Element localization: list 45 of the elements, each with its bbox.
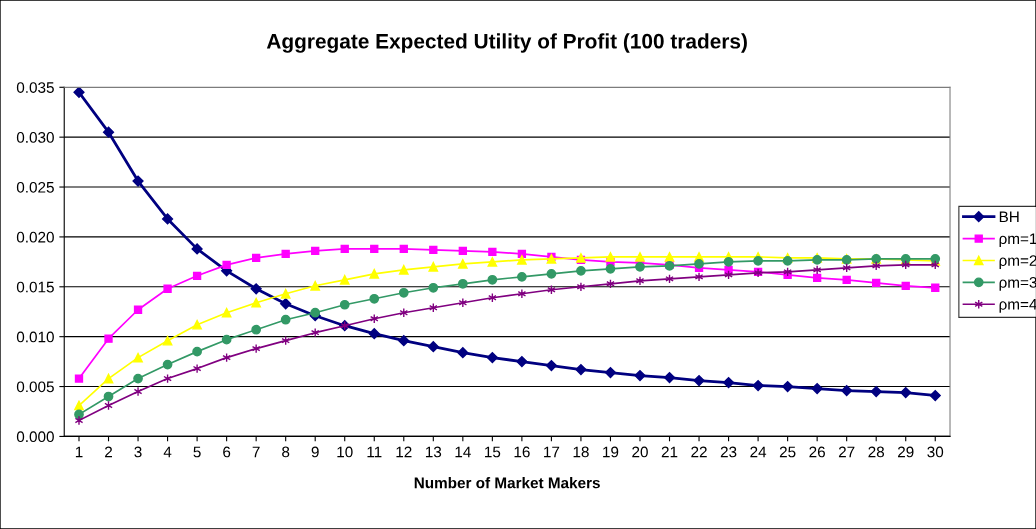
chart-title: Aggregate Expected Utility of Profit (100 traders) <box>266 33 747 53</box>
x-tick-label: 28 <box>868 446 885 458</box>
y-tick-label: 0.030 <box>16 132 54 143</box>
legend-label: ρm=4 <box>999 299 1036 313</box>
x-tick-label: 15 <box>485 446 501 458</box>
x-tick-label: 2 <box>105 446 112 458</box>
x-tick-label: 14 <box>455 446 471 458</box>
y-tick-label: 0.005 <box>16 381 54 393</box>
x-tick-label: 12 <box>396 446 412 458</box>
x-tick-label: 26 <box>809 446 825 458</box>
x-tick-label: 13 <box>425 446 442 458</box>
x-tick-label: 3 <box>134 446 142 458</box>
x-tick-label: 19 <box>603 446 619 458</box>
x-tick-label: 25 <box>779 446 796 458</box>
x-tick-label: 30 <box>927 446 944 458</box>
y-tick-label: 0.025 <box>16 181 54 193</box>
legend-label: BH <box>999 211 1019 223</box>
x-tick-label: 18 <box>573 446 589 458</box>
y-tick-label: 0.020 <box>16 231 54 243</box>
y-tick-label: 0.035 <box>16 82 54 93</box>
x-tick-label: 4 <box>163 446 172 458</box>
x-tick-label: 10 <box>337 446 353 458</box>
x-tick-label: 22 <box>691 446 707 458</box>
x-tick-label: 16 <box>514 446 530 458</box>
legend-label: ρm=1 <box>999 233 1036 248</box>
x-tick-label: 8 <box>282 446 290 458</box>
x-tick-label: 21 <box>661 446 678 458</box>
x-tick-label: 17 <box>544 446 560 458</box>
x-tick-label: 5 <box>193 446 201 458</box>
x-axis-title: Number of Market Makers <box>414 477 600 489</box>
y-tick-label: 0.015 <box>16 281 54 293</box>
x-tick-label: 11 <box>367 446 382 458</box>
legend-label: ρm=3 <box>999 277 1036 291</box>
x-tick-label: 23 <box>720 446 737 458</box>
x-tick-label: 27 <box>838 446 855 458</box>
x-tick-label: 7 <box>252 446 260 458</box>
x-tick-label: 29 <box>898 446 914 458</box>
x-tick-label: 20 <box>632 446 648 458</box>
x-tick-label: 24 <box>750 446 767 458</box>
x-tick-label: 9 <box>311 446 319 458</box>
legend-label: ρm=2 <box>999 255 1036 269</box>
y-tick-label: 0.010 <box>16 331 54 343</box>
x-tick-label: 1 <box>75 446 83 458</box>
x-tick-label: 6 <box>223 446 231 458</box>
y-tick-label: 0.000 <box>16 431 54 443</box>
